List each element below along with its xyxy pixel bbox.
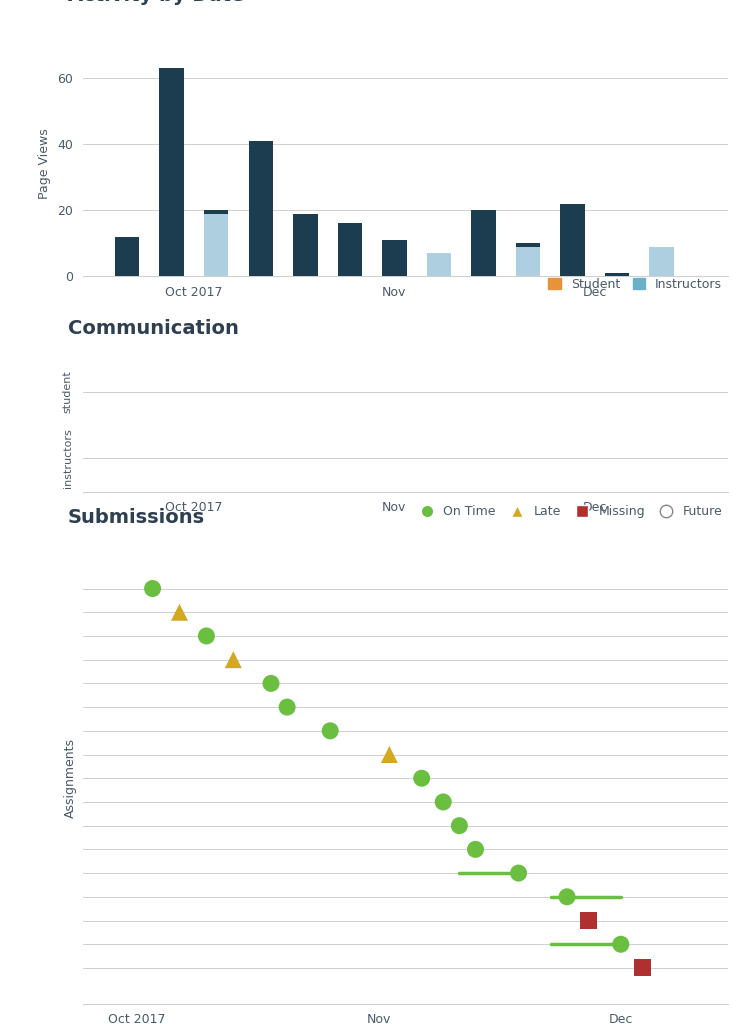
Bar bbox=[159, 68, 184, 276]
Point bbox=[615, 936, 627, 952]
Bar bbox=[427, 253, 451, 276]
Point bbox=[469, 841, 481, 857]
Bar bbox=[471, 210, 496, 276]
Bar bbox=[204, 214, 228, 276]
Bar bbox=[560, 204, 585, 276]
Point bbox=[324, 723, 336, 739]
Point bbox=[512, 865, 524, 882]
Point bbox=[281, 699, 293, 716]
Point bbox=[228, 651, 240, 668]
Legend: On Time, Late, Missing, Future: On Time, Late, Missing, Future bbox=[415, 505, 722, 518]
Point bbox=[561, 889, 573, 905]
Bar bbox=[249, 140, 273, 276]
Bar bbox=[293, 214, 318, 276]
Y-axis label: Assignments: Assignments bbox=[64, 738, 77, 818]
Point bbox=[583, 912, 595, 929]
Text: Communication: Communication bbox=[68, 318, 239, 338]
Bar bbox=[382, 240, 406, 276]
Bar bbox=[650, 247, 674, 276]
Bar bbox=[115, 237, 140, 276]
Legend: Student, Instructors: Student, Instructors bbox=[548, 279, 722, 291]
Text: Activity by Date: Activity by Date bbox=[68, 0, 244, 5]
Point bbox=[636, 959, 648, 976]
Bar bbox=[516, 247, 540, 276]
Point bbox=[146, 581, 158, 597]
Bar bbox=[605, 273, 629, 276]
Point bbox=[384, 746, 396, 763]
Bar bbox=[338, 223, 362, 276]
Bar bbox=[516, 244, 540, 276]
Point bbox=[454, 817, 466, 834]
Bar bbox=[427, 263, 451, 276]
Point bbox=[173, 604, 185, 621]
Y-axis label: Page Views: Page Views bbox=[38, 128, 52, 200]
Point bbox=[416, 770, 428, 786]
Point bbox=[437, 794, 449, 810]
Text: Submissions: Submissions bbox=[68, 508, 205, 527]
Point bbox=[201, 628, 213, 644]
Point bbox=[265, 675, 277, 691]
Bar bbox=[204, 210, 228, 276]
